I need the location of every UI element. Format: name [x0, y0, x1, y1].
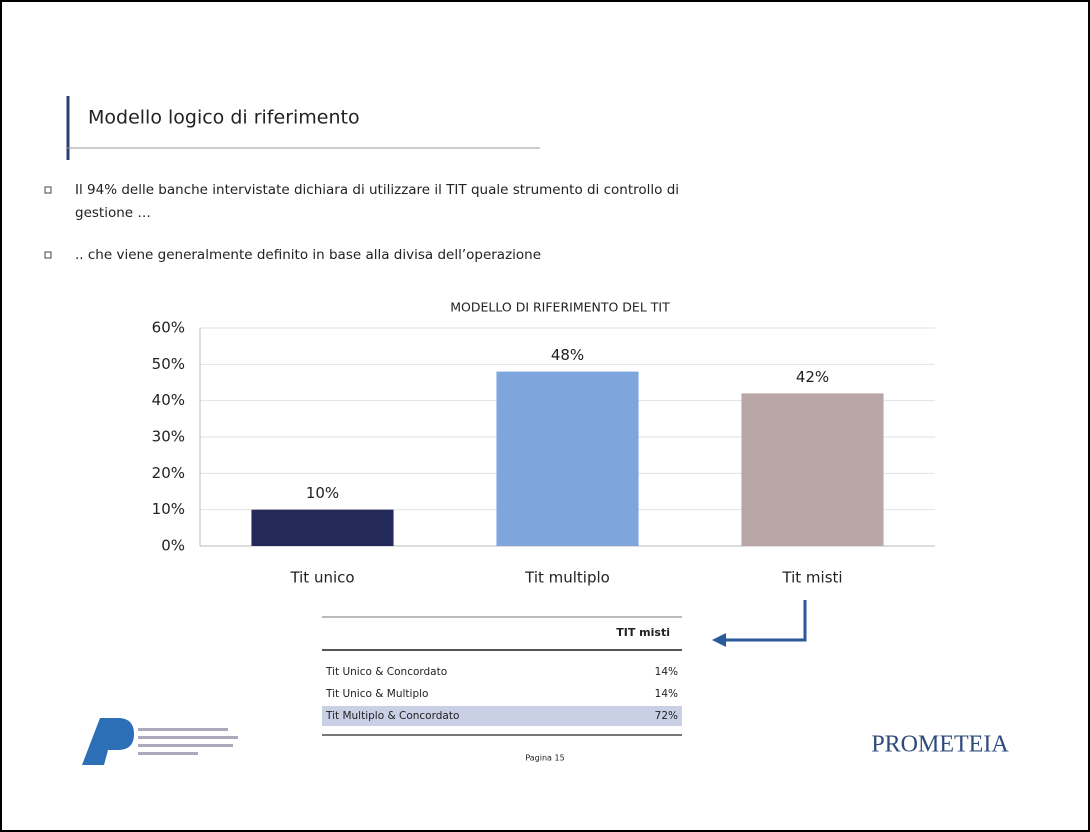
bullet-marker	[44, 251, 52, 259]
bullet-text: Il 94% delle banche intervistate dichiar…	[75, 182, 679, 198]
arrow	[722, 600, 807, 642]
table-header: TIT misti	[616, 626, 670, 639]
table-cell: 14%	[655, 688, 678, 700]
data-label: 10%	[306, 484, 339, 502]
data-label: 42%	[796, 368, 829, 386]
bullet-text: gestione …	[75, 205, 151, 221]
logo	[82, 718, 238, 765]
bar	[251, 509, 394, 546]
x-tick-label: Tit unico	[289, 569, 354, 587]
bullet-marker	[44, 186, 52, 194]
y-tick-label: 0%	[161, 537, 185, 555]
arrow-head	[712, 633, 726, 647]
chart-title: MODELLO DI RIFERIMENTO DEL TIT	[450, 300, 670, 315]
y-tick-label: 20%	[152, 464, 185, 482]
x-tick-label: Tit multiplo	[524, 569, 610, 587]
table-cell: Tit Unico & Multiplo	[325, 688, 428, 700]
bar	[741, 393, 884, 546]
bullet-text: .. che viene generalmente definito in ba…	[75, 247, 541, 263]
logo-text	[138, 728, 228, 731]
table-cell: Tit Multiplo & Concordato	[325, 710, 459, 722]
table-cell: 72%	[655, 710, 678, 722]
logo-text	[138, 736, 238, 739]
slide-title: Modello logico di riferimento	[88, 107, 360, 129]
logo-shape	[82, 718, 134, 765]
x-tick-label: Tit misti	[781, 569, 842, 587]
y-tick-label: 30%	[152, 428, 185, 446]
y-tick-label: 10%	[152, 500, 185, 518]
brand: PROMETEIA	[871, 732, 1009, 758]
y-tick-label: 40%	[152, 391, 185, 409]
page-number: Pagina 15	[525, 754, 564, 763]
y-tick-label: 60%	[152, 319, 185, 337]
table-cell: Tit Unico & Concordato	[325, 666, 447, 678]
data-label: 48%	[551, 346, 584, 364]
table-cell: 14%	[655, 666, 678, 678]
logo-text	[138, 744, 233, 747]
bar	[496, 371, 639, 546]
y-tick-label: 50%	[152, 355, 185, 373]
logo-text	[138, 752, 198, 755]
row-highlight	[322, 706, 682, 726]
